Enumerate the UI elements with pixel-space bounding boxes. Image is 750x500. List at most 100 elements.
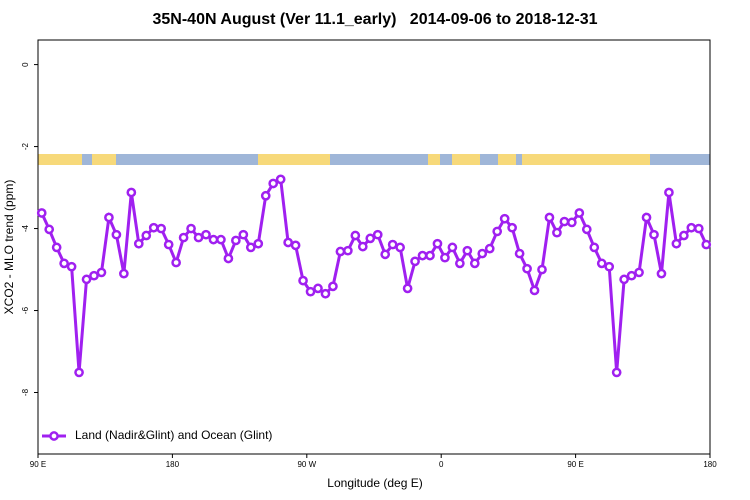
data-point bbox=[634, 267, 644, 278]
data-point bbox=[51, 242, 62, 253]
data-point bbox=[499, 213, 510, 224]
data-point bbox=[492, 226, 503, 237]
data-point bbox=[567, 217, 577, 228]
data-point bbox=[596, 258, 607, 269]
land-band bbox=[522, 154, 650, 165]
land-band bbox=[38, 154, 82, 165]
legend-label: Land (Nadir&Glint) and Ocean (Glint) bbox=[75, 428, 272, 442]
data-point bbox=[313, 283, 323, 294]
data-point bbox=[290, 240, 301, 251]
data-point bbox=[298, 275, 308, 286]
x-tick-label: 180 bbox=[166, 460, 180, 469]
data-point bbox=[305, 286, 316, 297]
data-point bbox=[186, 223, 196, 234]
data-point bbox=[656, 268, 667, 279]
land-band bbox=[258, 154, 330, 165]
data-point bbox=[126, 187, 137, 198]
data-point bbox=[619, 274, 629, 285]
data-point bbox=[469, 258, 480, 269]
x-axis-label: Longitude (deg E) bbox=[327, 476, 422, 490]
data-point bbox=[626, 270, 637, 281]
x-tick-label: 90 E bbox=[30, 460, 46, 469]
land-band bbox=[452, 154, 480, 165]
data-point bbox=[559, 216, 570, 227]
data-point bbox=[641, 212, 652, 223]
data-point bbox=[81, 274, 92, 285]
data-point bbox=[141, 230, 152, 241]
data-point bbox=[36, 208, 47, 218]
data-point bbox=[320, 288, 331, 299]
data-point bbox=[163, 239, 174, 250]
data-point bbox=[238, 229, 249, 240]
y-tick-label: -8 bbox=[21, 388, 30, 396]
data-point bbox=[193, 232, 204, 243]
data-point bbox=[268, 178, 279, 189]
land-ocean-strip bbox=[38, 154, 710, 165]
data-point bbox=[283, 237, 293, 248]
data-point bbox=[581, 224, 592, 235]
data-point bbox=[693, 223, 704, 234]
legend-marker bbox=[49, 431, 59, 441]
data-point bbox=[253, 238, 264, 249]
data-point bbox=[111, 229, 122, 240]
data-point bbox=[44, 224, 55, 235]
data-point bbox=[89, 270, 99, 281]
data-point bbox=[104, 212, 114, 223]
x-tick-label: 90 E bbox=[567, 460, 583, 469]
data-point bbox=[380, 249, 391, 260]
data-point bbox=[611, 367, 622, 378]
data-point bbox=[156, 223, 167, 234]
x-tick-label: 180 bbox=[703, 460, 717, 469]
ocean-band bbox=[38, 154, 710, 165]
data-point bbox=[507, 222, 517, 233]
data-point bbox=[417, 250, 428, 261]
data-point bbox=[686, 222, 697, 233]
data-point bbox=[425, 250, 435, 261]
data-point bbox=[552, 227, 562, 238]
data-point bbox=[372, 229, 383, 240]
data-point bbox=[514, 248, 525, 259]
x-tick-label: 0 bbox=[439, 460, 444, 469]
data-point bbox=[529, 285, 540, 296]
data-point bbox=[96, 267, 107, 278]
data-point bbox=[357, 241, 368, 252]
data-point bbox=[133, 238, 144, 249]
y-tick-label: 0 bbox=[21, 62, 30, 67]
chart-title: 35N-40N August (Ver 11.1_early) 2014-09-… bbox=[153, 11, 598, 28]
data-point bbox=[216, 234, 226, 245]
data-point bbox=[649, 229, 659, 240]
y-tick-label: -4 bbox=[21, 224, 30, 232]
data-point bbox=[402, 283, 413, 294]
x-tick-label: 90 W bbox=[297, 460, 316, 469]
data-point bbox=[275, 174, 286, 185]
data-point bbox=[245, 242, 256, 253]
land-band bbox=[428, 154, 440, 165]
data-point bbox=[574, 208, 585, 218]
data-point bbox=[59, 258, 69, 269]
data-point bbox=[178, 232, 189, 243]
y-tick-label: -6 bbox=[21, 306, 30, 314]
data-point bbox=[260, 190, 271, 201]
data-point bbox=[350, 230, 361, 241]
data-point bbox=[604, 261, 615, 272]
data-point bbox=[410, 256, 420, 267]
data-point bbox=[328, 281, 338, 292]
y-axis-label: XCO2 - MLO trend (ppm) bbox=[2, 180, 16, 315]
land-band bbox=[498, 154, 516, 165]
data-point bbox=[365, 233, 376, 244]
y-tick-label: -2 bbox=[21, 142, 30, 150]
data-point bbox=[395, 242, 405, 253]
series-line bbox=[40, 176, 708, 373]
data-point bbox=[119, 268, 129, 279]
data-point bbox=[522, 263, 532, 274]
data-point bbox=[74, 367, 84, 378]
data-point bbox=[447, 242, 458, 253]
data-point bbox=[544, 212, 555, 223]
data-point bbox=[484, 243, 495, 254]
data-point bbox=[343, 245, 353, 256]
data-point bbox=[671, 238, 682, 249]
data-point bbox=[432, 238, 443, 249]
data-point bbox=[223, 253, 234, 264]
data-point bbox=[201, 229, 211, 240]
